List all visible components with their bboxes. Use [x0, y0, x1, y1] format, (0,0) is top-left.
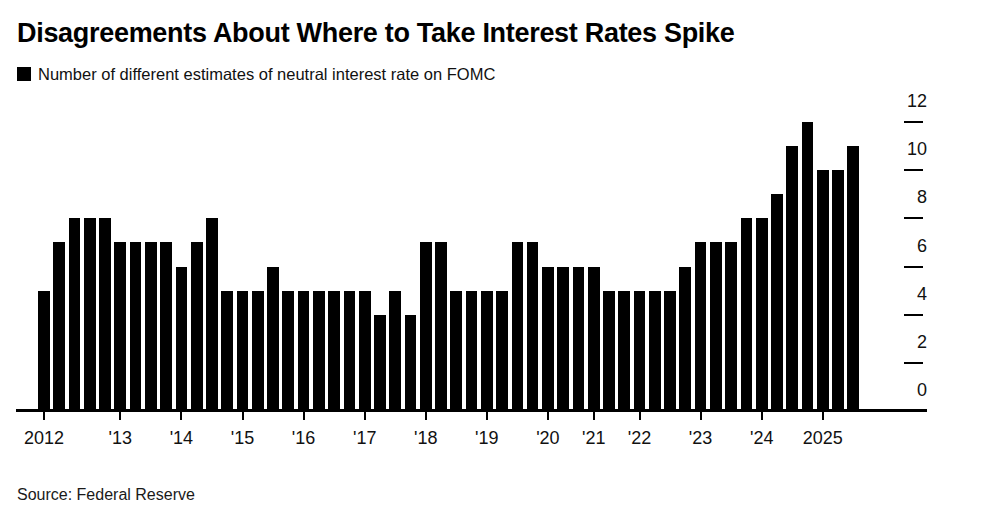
bar-14-5 — [221, 291, 233, 411]
bar-15-6 — [267, 267, 279, 412]
bar-16-5 — [298, 291, 310, 411]
bar-15-5 — [252, 291, 264, 411]
bar-24-9 — [771, 194, 783, 411]
x-axis-tick — [303, 412, 305, 420]
bar-13-7 — [130, 242, 142, 411]
bar-2025-11 — [847, 146, 859, 411]
x-axis-tick — [43, 412, 45, 420]
bar-24-11 — [786, 146, 798, 411]
bar-23-7 — [695, 242, 707, 411]
y-axis-label: 0 — [867, 379, 927, 401]
x-axis-tick — [119, 412, 121, 420]
bar-14-8 — [206, 218, 218, 411]
bar-17-4 — [405, 315, 417, 411]
x-axis-tick — [242, 412, 244, 420]
x-axis-tick — [639, 412, 641, 420]
bar-16-5 — [344, 291, 356, 411]
x-axis-tick — [425, 412, 427, 420]
y-axis-label: 4 — [867, 283, 927, 305]
x-axis-line — [16, 409, 927, 412]
bar-21-5 — [618, 291, 630, 411]
y-axis-label: 10 — [867, 138, 927, 160]
bar-23-8 — [741, 218, 753, 411]
x-axis-label: 2012 — [4, 427, 84, 449]
y-axis-label: 8 — [867, 186, 927, 208]
fomc-neutral-rate-chart: Disagreements About Where to Take Intere… — [0, 0, 981, 522]
bar-2012-8 — [84, 218, 96, 411]
bar-13-7 — [114, 242, 126, 411]
y-axis-tick — [904, 217, 923, 219]
source-text: Source: Federal Reserve — [17, 486, 195, 504]
y-axis-tick — [904, 314, 923, 316]
bar-21-6 — [588, 267, 600, 412]
bar-2012-8 — [69, 218, 81, 411]
bar-18-5 — [450, 291, 462, 411]
bar-13-7 — [160, 242, 172, 411]
bar-17-4 — [374, 315, 386, 411]
bar-18-7 — [420, 242, 432, 411]
bar-18-5 — [466, 291, 478, 411]
y-axis-label: 12 — [867, 90, 927, 112]
x-axis-tick — [547, 412, 549, 420]
y-axis-tick — [904, 266, 923, 268]
bar-14-6 — [176, 267, 188, 412]
x-axis-label: 2025 — [783, 427, 863, 449]
x-axis-tick — [486, 412, 488, 420]
bar-19-5 — [481, 291, 493, 411]
bar-2025-10 — [832, 170, 844, 411]
y-axis-tick — [904, 169, 923, 171]
bar-20-6 — [542, 267, 554, 412]
bar-13-7 — [145, 242, 157, 411]
bar-2012-8 — [99, 218, 111, 411]
bar-20-6 — [557, 267, 569, 412]
bar-19-7 — [527, 242, 539, 411]
bar-18-7 — [435, 242, 447, 411]
bar-23-7 — [725, 242, 737, 411]
bar-19-5 — [496, 291, 508, 411]
bar-20-6 — [573, 267, 585, 412]
bar-17-5 — [389, 291, 401, 411]
y-axis-tick — [904, 121, 923, 123]
bar-21-5 — [603, 291, 615, 411]
x-axis-tick — [364, 412, 366, 420]
bar-2025-10 — [817, 170, 829, 411]
bar-14-7 — [191, 242, 203, 411]
plot-area: 2012'13'14'15'16'17'18'19'20'21'22'23'24… — [0, 0, 981, 522]
bar-24-8 — [756, 218, 768, 411]
x-axis-tick — [700, 412, 702, 420]
bar-17-5 — [359, 291, 371, 411]
bar-2012-7 — [53, 242, 65, 411]
y-axis-label: 6 — [867, 235, 927, 257]
bar-22-6 — [679, 267, 691, 412]
bar-23-7 — [710, 242, 722, 411]
bar-22-5 — [664, 291, 676, 411]
x-axis-tick — [180, 412, 182, 420]
bar-19-7 — [512, 242, 524, 411]
bar-22-5 — [634, 291, 646, 411]
x-axis-tick — [593, 412, 595, 420]
bar-22-5 — [649, 291, 661, 411]
y-axis-tick — [904, 362, 923, 364]
bar-24-12 — [802, 122, 814, 411]
bar-15-5 — [282, 291, 294, 411]
x-axis-tick — [822, 412, 824, 420]
bar-16-5 — [328, 291, 340, 411]
bar-2012-5 — [38, 291, 50, 411]
bar-15-5 — [237, 291, 249, 411]
x-axis-tick — [761, 412, 763, 420]
y-axis-label: 2 — [867, 331, 927, 353]
bar-16-5 — [313, 291, 325, 411]
